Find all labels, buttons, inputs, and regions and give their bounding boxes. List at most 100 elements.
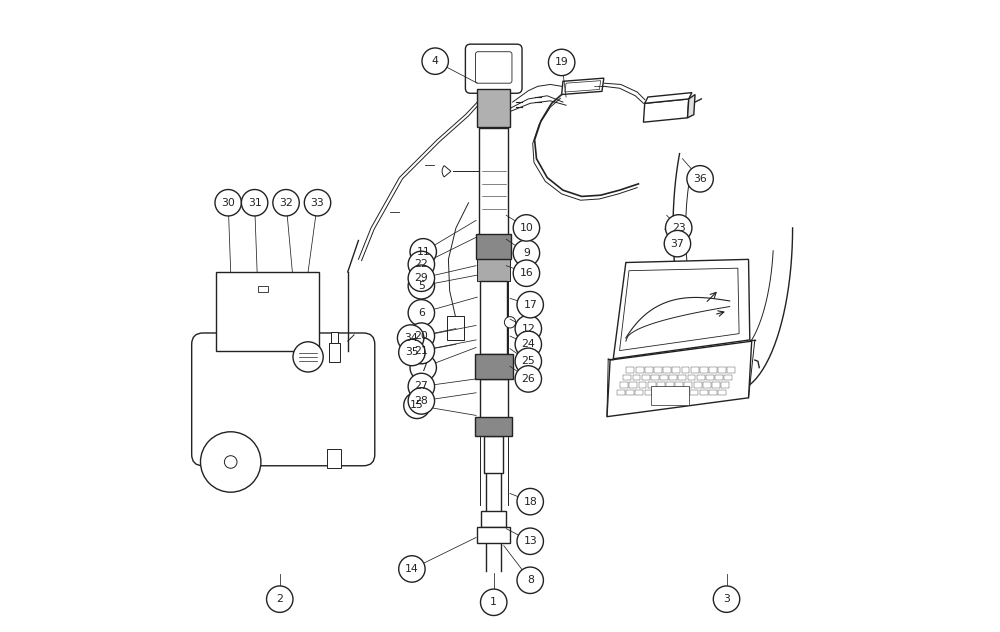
FancyBboxPatch shape bbox=[465, 44, 522, 94]
Text: 23: 23 bbox=[672, 223, 686, 233]
Circle shape bbox=[517, 291, 543, 318]
Bar bbox=[329, 343, 340, 362]
Circle shape bbox=[513, 240, 540, 266]
Polygon shape bbox=[607, 341, 752, 416]
Bar bbox=[697, 375, 705, 380]
Circle shape bbox=[408, 251, 435, 277]
Text: 36: 36 bbox=[693, 174, 707, 184]
Circle shape bbox=[224, 456, 237, 468]
Circle shape bbox=[665, 215, 692, 241]
Circle shape bbox=[293, 342, 323, 372]
Bar bbox=[654, 367, 662, 373]
FancyBboxPatch shape bbox=[475, 52, 512, 83]
Text: 26: 26 bbox=[521, 374, 535, 384]
Bar bbox=[706, 375, 714, 380]
Bar bbox=[657, 382, 665, 387]
Bar bbox=[633, 375, 640, 380]
Bar bbox=[617, 389, 625, 395]
Bar bbox=[331, 332, 338, 343]
Polygon shape bbox=[565, 81, 601, 92]
Bar bbox=[479, 128, 508, 236]
Bar bbox=[477, 527, 510, 542]
Text: 6: 6 bbox=[418, 308, 425, 318]
Bar bbox=[709, 389, 717, 395]
Circle shape bbox=[548, 49, 575, 76]
Bar bbox=[629, 382, 637, 387]
Text: 5: 5 bbox=[418, 281, 425, 291]
Bar bbox=[688, 375, 695, 380]
Text: 9: 9 bbox=[523, 248, 530, 258]
Bar bbox=[654, 389, 662, 395]
Bar bbox=[681, 389, 689, 395]
FancyBboxPatch shape bbox=[192, 333, 375, 466]
Text: 10: 10 bbox=[519, 223, 533, 233]
Polygon shape bbox=[688, 95, 695, 118]
Circle shape bbox=[267, 586, 293, 612]
Circle shape bbox=[408, 337, 435, 364]
Bar bbox=[660, 375, 668, 380]
Bar bbox=[648, 382, 656, 387]
Bar bbox=[480, 281, 507, 354]
Text: 4: 4 bbox=[432, 56, 439, 66]
Circle shape bbox=[399, 339, 425, 366]
Text: 3: 3 bbox=[723, 594, 730, 604]
Bar bbox=[636, 367, 644, 373]
Text: 17: 17 bbox=[523, 300, 537, 310]
Circle shape bbox=[480, 589, 507, 616]
Text: 14: 14 bbox=[405, 564, 419, 574]
Polygon shape bbox=[643, 99, 689, 122]
Circle shape bbox=[200, 432, 261, 492]
Text: 12: 12 bbox=[521, 324, 535, 334]
Text: 21: 21 bbox=[414, 346, 428, 356]
Bar bbox=[715, 375, 723, 380]
Polygon shape bbox=[620, 268, 739, 351]
Text: 15: 15 bbox=[410, 400, 424, 410]
Circle shape bbox=[410, 355, 436, 381]
Text: 28: 28 bbox=[414, 396, 428, 406]
Circle shape bbox=[408, 272, 435, 299]
Text: 29: 29 bbox=[414, 273, 428, 283]
Text: 27: 27 bbox=[414, 382, 428, 391]
Text: 7: 7 bbox=[420, 363, 427, 373]
Circle shape bbox=[517, 567, 543, 593]
Circle shape bbox=[504, 317, 516, 328]
Circle shape bbox=[408, 374, 435, 399]
Bar bbox=[694, 382, 702, 387]
Bar bbox=[645, 389, 652, 395]
Bar bbox=[639, 382, 646, 387]
Text: 2: 2 bbox=[276, 594, 283, 604]
Bar bbox=[669, 375, 677, 380]
Circle shape bbox=[513, 260, 540, 286]
Text: 19: 19 bbox=[555, 58, 569, 68]
Bar bbox=[476, 234, 511, 259]
Circle shape bbox=[515, 348, 542, 375]
Bar bbox=[635, 389, 643, 395]
Circle shape bbox=[399, 556, 425, 582]
Circle shape bbox=[517, 489, 543, 515]
Text: 22: 22 bbox=[414, 259, 428, 269]
Circle shape bbox=[422, 48, 448, 75]
Text: 32: 32 bbox=[279, 198, 293, 208]
Text: 16: 16 bbox=[520, 268, 533, 278]
Bar bbox=[258, 286, 268, 292]
Circle shape bbox=[410, 239, 436, 265]
Bar bbox=[682, 367, 689, 373]
Bar bbox=[626, 367, 634, 373]
Bar bbox=[700, 389, 708, 395]
Bar bbox=[678, 375, 686, 380]
Bar bbox=[477, 259, 510, 281]
Bar bbox=[727, 367, 735, 373]
Bar bbox=[645, 367, 653, 373]
Text: 30: 30 bbox=[221, 198, 235, 208]
Bar bbox=[675, 382, 683, 387]
Circle shape bbox=[664, 231, 691, 257]
Circle shape bbox=[404, 392, 430, 418]
Bar bbox=[626, 389, 634, 395]
Circle shape bbox=[408, 300, 435, 326]
Bar bbox=[480, 379, 508, 418]
Circle shape bbox=[513, 215, 540, 241]
Bar bbox=[481, 511, 506, 527]
Bar bbox=[691, 367, 699, 373]
Circle shape bbox=[517, 528, 543, 554]
Bar bbox=[703, 382, 711, 387]
